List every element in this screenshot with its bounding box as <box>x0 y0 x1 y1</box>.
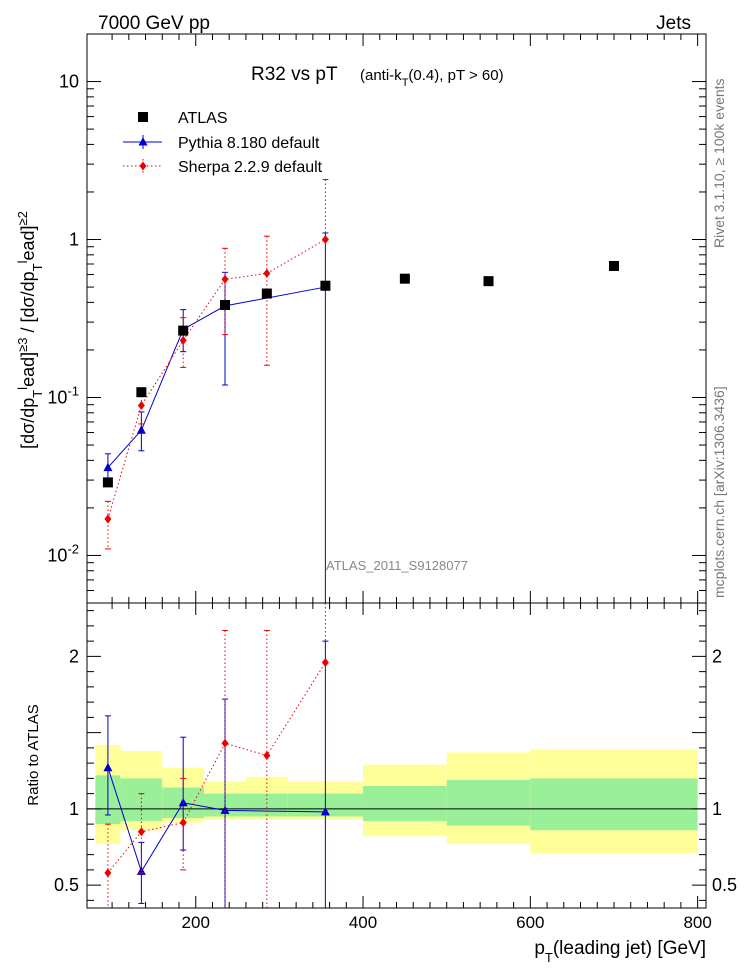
superscript: ≥2 <box>15 211 30 225</box>
data-point <box>221 274 229 284</box>
x-tick-label: 400 <box>349 913 377 932</box>
ratio-tick-label-right: 2 <box>712 646 722 666</box>
data-point <box>179 335 187 345</box>
header-right: Jets <box>656 13 691 34</box>
ratio-point <box>221 738 229 748</box>
y-tick-exponent: -2 <box>67 541 79 556</box>
x-tick-label: 600 <box>516 913 544 932</box>
data-point <box>399 273 410 284</box>
series-line <box>107 286 326 468</box>
ratio-point <box>220 805 230 814</box>
data-point <box>137 400 145 410</box>
data-point <box>103 462 113 472</box>
ratio-series <box>103 603 330 908</box>
data-point <box>608 260 619 271</box>
data-point <box>178 325 189 336</box>
ratio-point <box>321 657 329 667</box>
ratio-band-stat <box>530 778 698 831</box>
ratio-tick-label: 1 <box>69 799 79 819</box>
text-run: / [dσ/dp <box>18 271 38 337</box>
side-label-bottom: mcplots.cern.ch [arXiv:1306.3436] <box>711 386 727 598</box>
chart-title: R32 vs pT <box>251 64 338 85</box>
y-tick-label: 10-1 <box>47 383 79 407</box>
ratio-line <box>107 662 326 874</box>
text-run: (0.4), pT > 60) <box>408 67 503 84</box>
data-point <box>321 235 329 245</box>
ratio-band-stat <box>446 779 531 826</box>
ratio-point <box>263 751 271 760</box>
superscript: ≥3 <box>15 338 30 352</box>
data-point <box>102 477 113 488</box>
side-label-top: Rivet 3.1.10, ≥ 100k events <box>711 78 727 248</box>
data-point <box>261 288 272 299</box>
watermark: ATLAS_2011_S9128077 <box>326 558 468 573</box>
ratio-point <box>103 762 113 772</box>
legend-marker-pythia <box>138 137 148 146</box>
ratio-point <box>104 868 112 878</box>
subscript: T <box>30 263 45 271</box>
y-axis-label: [dσ/dpTlead]≥3 / [dσ/dpTlead]≥2 <box>15 211 45 449</box>
ratio-y-axis-label: Ratio to ATLAS <box>25 704 42 805</box>
text-run: (anti-k <box>360 67 402 84</box>
data-point <box>104 514 112 524</box>
subscript: T <box>30 390 45 398</box>
x-tick-label: 800 <box>683 913 711 932</box>
header-left: 7000 GeV pp <box>98 13 210 34</box>
ratio-point <box>137 827 145 837</box>
text-run: ead] <box>18 225 38 260</box>
ratio-tick-label: 0.5 <box>54 875 79 895</box>
legend: ATLAS Pythia 8.180 default Sherpa 2.2.9 de… <box>123 110 323 176</box>
y-tick-label: 10 <box>59 72 79 92</box>
ratio-band-stat <box>363 786 447 822</box>
main-series <box>102 178 619 603</box>
legend-marker-sherpa <box>139 161 147 171</box>
text-run: [dσ/dp <box>18 398 38 449</box>
data-point <box>320 280 331 291</box>
text-run: (leading jet) [GeV] <box>553 938 706 959</box>
y-tick-label: 10-2 <box>47 541 79 565</box>
ratio-band-stat <box>245 793 288 817</box>
text-run: ead] <box>18 352 38 387</box>
ratio-tick-label-right: 1 <box>712 799 722 819</box>
ratio-point <box>178 797 188 807</box>
y-tick-label: 1 <box>69 230 79 250</box>
ratio-tick-label: 2 <box>69 646 79 666</box>
text-run: p <box>534 938 545 959</box>
superscript: l <box>15 387 30 390</box>
legend-label: Sherpa 2.2.9 default <box>178 159 323 176</box>
data-point <box>263 268 271 278</box>
ratio-bands <box>95 744 698 854</box>
superscript: l <box>15 260 30 263</box>
data-point <box>483 276 494 287</box>
data-point <box>136 425 146 434</box>
legend-label: Pythia 8.180 default <box>178 135 320 152</box>
legend-marker-data <box>138 112 148 122</box>
chart-subtitle: (anti-kT(0.4), pT > 60) <box>360 67 504 89</box>
y-tick-exponent: -1 <box>67 383 79 398</box>
x-axis-label: pT(leading jet) [GeV] <box>534 938 706 965</box>
x-tick-label: 200 <box>182 913 210 932</box>
ratio-point <box>179 818 187 828</box>
axis-ticks: 200 400 600 800 10-2 10-1 1 10 0.5 0.5 1 1 2 2 <box>47 33 737 932</box>
ratio-tick-label-right: 0.5 <box>712 875 737 895</box>
subscript: T <box>545 950 553 965</box>
data-point <box>136 387 147 398</box>
subscript: T <box>402 77 409 89</box>
series-line <box>107 239 326 520</box>
data-point <box>220 300 231 311</box>
legend-label: ATLAS <box>178 110 228 127</box>
